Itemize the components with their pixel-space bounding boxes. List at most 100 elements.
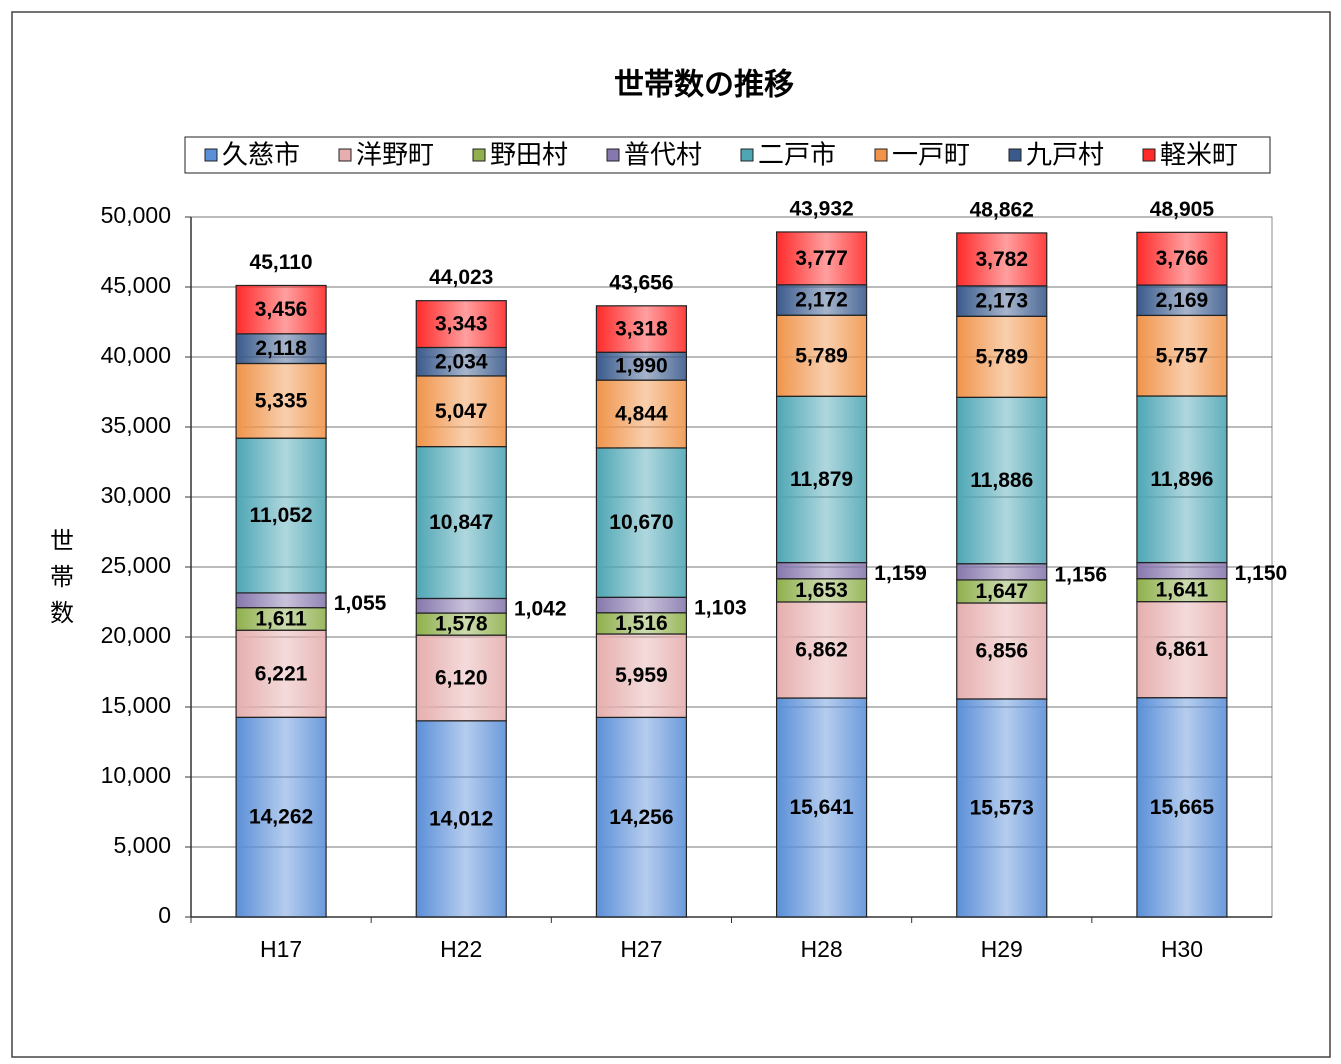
- bar-segment: [415, 375, 507, 448]
- data-label: 1,159: [874, 562, 927, 585]
- data-label: 15,641: [789, 796, 854, 819]
- bar-segment: [956, 563, 1048, 581]
- bar-segment: [595, 379, 688, 449]
- legend-swatch: [472, 148, 486, 162]
- data-label: 1,055: [334, 592, 387, 615]
- total-label: 48,905: [1150, 198, 1215, 221]
- total-label: 43,656: [609, 271, 673, 294]
- total-label: 43,932: [789, 197, 853, 220]
- data-label: 3,456: [255, 298, 308, 321]
- legend-label: 二戸市: [758, 141, 836, 171]
- data-label: 1,653: [795, 579, 848, 602]
- x-tick-label: H29: [981, 936, 1023, 962]
- y-tick-label: 35,000: [101, 412, 171, 438]
- data-label: 1,042: [514, 597, 567, 620]
- y-tick-label: 50,000: [101, 202, 171, 228]
- bar-segment: [956, 396, 1048, 565]
- data-label: 5,959: [615, 664, 668, 687]
- legend-label: 軽米町: [1160, 141, 1238, 171]
- bar-segment: [775, 561, 868, 580]
- data-label: 5,789: [795, 344, 848, 367]
- bar-segment: [595, 716, 688, 918]
- data-label: 5,789: [975, 345, 1028, 368]
- data-label: 1,156: [1054, 563, 1107, 586]
- bar-segment: [235, 362, 327, 439]
- data-label: 2,172: [795, 289, 848, 312]
- bar-segment: [1136, 314, 1228, 397]
- total-label: 48,862: [970, 198, 1034, 221]
- bar-segment: [956, 698, 1048, 918]
- x-tick-label: H30: [1161, 936, 1203, 962]
- data-label: 5,047: [435, 400, 488, 423]
- data-label: 1,990: [615, 355, 668, 378]
- y-tick-label: 0: [158, 902, 171, 928]
- y-tick-label: 40,000: [101, 342, 171, 368]
- data-label: 1,641: [1156, 579, 1209, 602]
- total-label: 44,023: [429, 266, 493, 289]
- chart-title: 世帯数の推移: [614, 68, 794, 103]
- data-label: 2,169: [1156, 289, 1209, 312]
- data-label: 5,335: [255, 389, 308, 412]
- bar-segment: [595, 447, 688, 598]
- bar-segment: [235, 284, 327, 335]
- data-label: 6,862: [795, 639, 848, 662]
- data-label: 1,103: [694, 597, 747, 620]
- bar-segment: [775, 231, 868, 286]
- legend-label: 久慈市: [222, 141, 300, 171]
- total-label: 45,110: [250, 251, 313, 274]
- bar-segment: [235, 716, 327, 918]
- bar-segment: [415, 597, 507, 614]
- legend-swatch: [874, 148, 888, 162]
- data-label: 10,847: [429, 511, 493, 534]
- bar-segment: [235, 333, 327, 365]
- bar-segment: [235, 437, 327, 594]
- legend-swatch: [204, 148, 218, 162]
- data-label: 3,318: [615, 318, 668, 341]
- bar-segment: [1136, 395, 1228, 564]
- bar-segment: [235, 592, 327, 609]
- data-label: 3,777: [795, 247, 848, 270]
- y-tick-label: 15,000: [101, 692, 171, 718]
- y-tick-label: 5,000: [113, 832, 171, 858]
- x-tick-label: H28: [800, 936, 842, 962]
- data-label: 10,670: [609, 511, 673, 534]
- data-label: 5,757: [1156, 344, 1209, 367]
- legend-swatch: [1142, 148, 1156, 162]
- data-label: 11,052: [250, 504, 313, 527]
- bar-segment: [595, 596, 688, 614]
- data-label: 1,647: [975, 580, 1028, 603]
- data-label: 6,221: [255, 662, 308, 685]
- data-label: 1,611: [255, 608, 307, 631]
- bar-segment: [956, 232, 1048, 287]
- data-label: 1,150: [1235, 562, 1288, 585]
- legend-swatch: [740, 148, 754, 162]
- bar-segment: [415, 634, 507, 722]
- data-label: 11,896: [1150, 468, 1213, 491]
- data-label: 15,573: [970, 797, 1034, 820]
- bar-segment: [1136, 601, 1228, 699]
- legend-label: 野田村: [490, 141, 568, 171]
- bar-segment: [1136, 561, 1228, 580]
- legend-swatch: [606, 148, 620, 162]
- data-label: 3,343: [435, 313, 488, 336]
- data-label: 15,665: [1150, 796, 1215, 819]
- data-label: 6,856: [975, 640, 1028, 663]
- bar-segment: [595, 305, 688, 353]
- data-label: 11,879: [790, 468, 853, 491]
- data-label: 14,262: [249, 806, 313, 829]
- data-label: 6,120: [435, 667, 488, 690]
- x-tick-label: H22: [440, 936, 482, 962]
- bar-segment: [1136, 231, 1228, 286]
- data-label: 2,034: [435, 350, 488, 373]
- legend-label: 普代村: [624, 141, 702, 171]
- bar-segment: [956, 602, 1048, 700]
- y-tick-label: 20,000: [101, 622, 171, 648]
- y-axis-label: 世帯数: [50, 527, 74, 627]
- y-tick-label: 25,000: [101, 552, 171, 578]
- bar-segment: [415, 720, 507, 918]
- legend-label: 洋野町: [356, 141, 434, 171]
- data-label: 4,844: [615, 403, 668, 426]
- data-label: 2,118: [255, 337, 307, 360]
- bar-segment: [775, 601, 868, 699]
